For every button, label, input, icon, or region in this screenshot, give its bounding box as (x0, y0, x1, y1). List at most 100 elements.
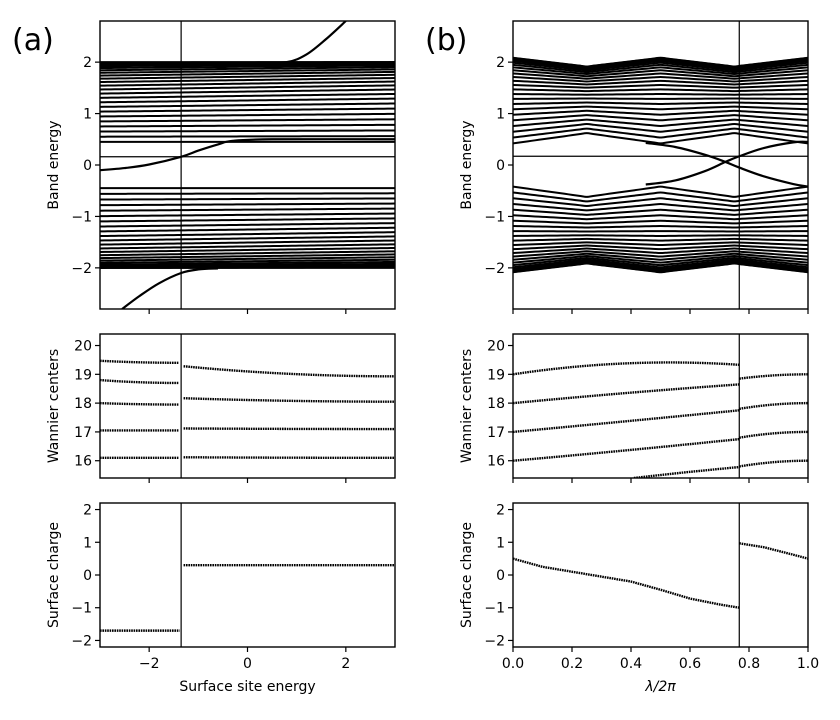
bulk-band-upper-5 (100, 112, 395, 118)
xtick-label: 0.2 (561, 656, 583, 672)
axes-frame (99, 502, 396, 648)
bulk-band-upper-18 (513, 61, 808, 72)
ylabel: Wannier centers (46, 349, 62, 463)
plot-area (513, 361, 808, 478)
bulk-band-upper-4 (100, 118, 395, 123)
bulk-band-lower-4 (513, 208, 808, 216)
plot-area (513, 542, 808, 609)
wannier-line-0-0 (100, 359, 179, 364)
wannier-line-1-3 (183, 456, 395, 460)
wannier-line-2-2 (739, 430, 808, 439)
series-line-1 (645, 140, 808, 186)
bulk-band-upper-9 (513, 93, 808, 96)
bulk-band-upper-7 (100, 102, 395, 108)
bulk-band-upper-17 (100, 66, 395, 72)
plot-area (100, 359, 395, 460)
plot-area (100, 21, 395, 309)
bulk-band-lower-14 (100, 250, 395, 257)
bulk-band-lower-10 (513, 237, 808, 242)
series-line-1 (257, 21, 347, 64)
bulk-band-lower-14 (513, 250, 808, 258)
bulk-band-lower-2 (513, 197, 808, 207)
bulk-band-upper-6 (100, 107, 395, 113)
bulk-band-lower-5 (100, 212, 395, 218)
series-line-2 (121, 267, 219, 309)
bulk-band-lower-18 (513, 258, 808, 269)
ytick-label: 18 (74, 396, 92, 412)
ytick-label: 19 (74, 367, 92, 383)
bulk-band-upper-16 (100, 68, 395, 74)
axes-b-band: −2 −1 0 1 2 Band energy (459, 20, 809, 314)
bulk-band-lower-23 (513, 262, 808, 274)
bulk-band-upper-5 (513, 109, 808, 116)
xtick-label: 0.4 (620, 656, 642, 672)
bulk-band-lower-12 (100, 243, 395, 250)
bulk-band-upper-15 (100, 70, 395, 77)
ytick-label: 2 (496, 503, 505, 519)
xlabel: λ/2π (644, 679, 676, 695)
ytick-label: −2 (71, 633, 92, 649)
bulk-band-upper-9 (100, 92, 395, 99)
bulk-band-upper-14 (100, 73, 395, 80)
wannier-line-2-1 (739, 401, 808, 411)
axes-frame (512, 502, 809, 648)
bulk-band-lower-6 (100, 217, 395, 223)
wannier-line-2-3 (739, 459, 808, 468)
bulk-band-upper-2 (513, 123, 808, 133)
wannier-line-1-1 (183, 397, 395, 403)
bulk-band-lower-5 (513, 214, 808, 221)
ytick-label: −1 (71, 601, 92, 617)
ytick-label: 17 (487, 425, 505, 441)
bulk-band-lower-3 (513, 203, 808, 212)
bulk-band-lower-13 (513, 247, 808, 255)
bulk-band-lower-13 (100, 246, 395, 253)
ytick-label: 0 (83, 158, 92, 174)
bulk-band-lower-17 (100, 258, 395, 264)
bulk-band-upper-18 (100, 64, 395, 70)
bulk-band-upper-14 (513, 72, 808, 80)
bulk-band-upper-6 (513, 105, 808, 111)
ytick-label: 2 (83, 55, 92, 71)
ytick-label: 0 (496, 568, 505, 584)
ytick-label: 1 (83, 535, 92, 551)
bulk-band-lower-2 (100, 197, 395, 201)
axes-a-charge: −2 −1 0 1 2 −2 0 2 Surface charge Surface site en… (46, 502, 396, 695)
ytick-label: 20 (74, 339, 92, 355)
xtick-label: 0.6 (679, 656, 701, 672)
xlabel: Surface site energy (179, 679, 315, 695)
bulk-band-lower-3 (100, 202, 395, 207)
wannier-line-1-0 (633, 465, 740, 478)
ytick-label: 1 (496, 107, 505, 123)
bulk-band-lower-7 (100, 222, 395, 228)
bulk-band-lower-11 (513, 241, 808, 247)
bulk-band-upper-10 (100, 88, 395, 95)
bulk-band-lower-7 (513, 224, 808, 229)
axes-b-wannier: 16 17 18 19 20 Wannier centers (459, 333, 809, 483)
ytick-label: 20 (487, 339, 505, 355)
ylabel: Band energy (46, 120, 62, 209)
wannier-line-1-0 (183, 365, 395, 378)
bulk-band-lower-12 (513, 244, 808, 251)
bulk-band-upper-13 (513, 75, 808, 83)
panel-label-a: (a) (12, 23, 54, 58)
xtick-label: 2 (341, 656, 350, 672)
bulk-band-upper-19 (100, 63, 395, 68)
xtick-label: 1.0 (797, 656, 819, 672)
bulk-band-upper-10 (513, 88, 808, 93)
bulk-band-lower-8 (100, 226, 395, 233)
bulk-band-lower-9 (100, 231, 395, 238)
ytick-label: −2 (484, 261, 505, 277)
axes-a-band: −2 −1 0 1 2 Band energy (46, 20, 396, 314)
plot-area (100, 563, 395, 632)
bulk-band-lower-16 (100, 256, 395, 262)
bulk-band-lower-11 (100, 239, 395, 246)
ytick-label: −1 (71, 209, 92, 225)
bulk-band-lower-0 (513, 185, 808, 198)
series-line-0 (645, 141, 808, 188)
bulk-band-upper-8 (100, 97, 395, 104)
xtick-label: −2 (139, 656, 160, 672)
bulk-band-lower-4 (100, 207, 395, 212)
bulk-band-upper-4 (513, 114, 808, 122)
bulk-band-upper-15 (513, 69, 808, 78)
